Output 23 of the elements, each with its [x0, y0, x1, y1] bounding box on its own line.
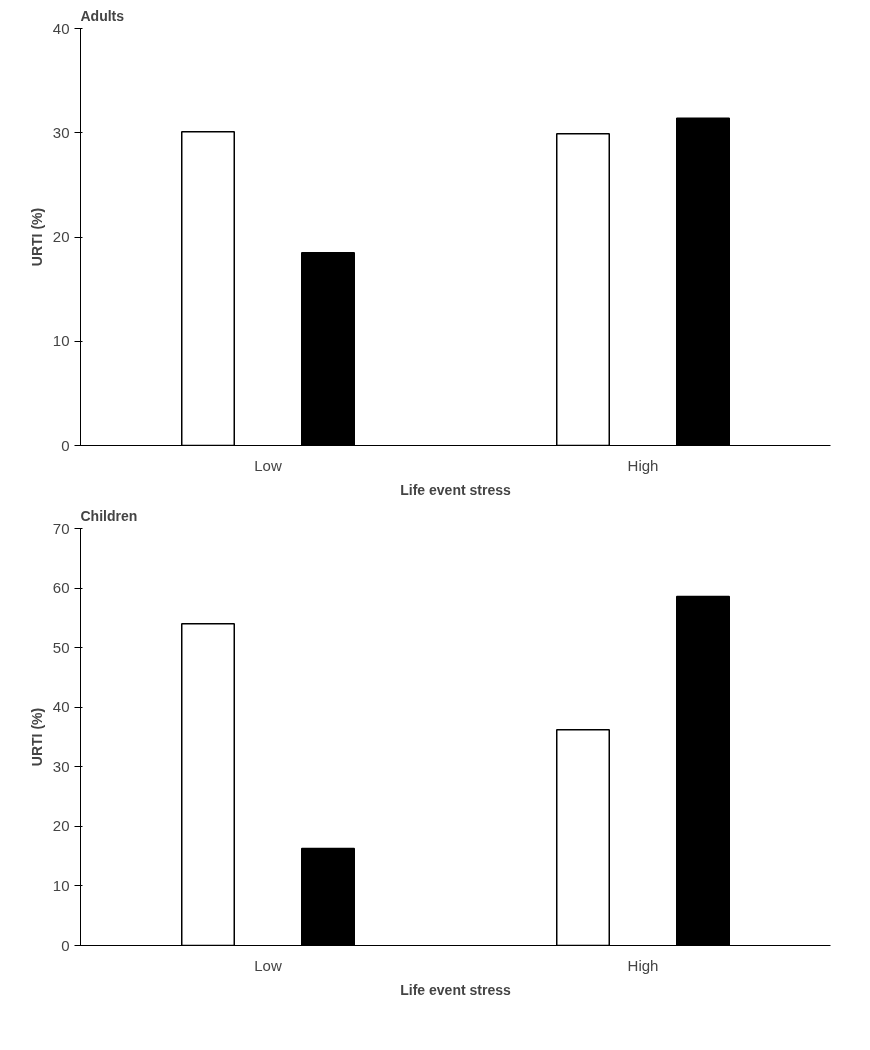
- y-tick-label: 0: [61, 936, 70, 954]
- y-axis-title: URTI (%): [28, 707, 45, 767]
- x-axis-title: Life event stress: [400, 481, 511, 498]
- x-tick-label: High: [627, 956, 659, 974]
- y-tick-label: 40: [52, 698, 70, 716]
- y-tick-label: 70: [52, 519, 70, 537]
- x-tick-label: Low: [254, 456, 282, 474]
- y-tick-label: 30: [52, 757, 70, 775]
- y-tick-label: 10: [52, 332, 70, 350]
- y-tick-label: 10: [52, 876, 70, 894]
- chart-title: Children: [80, 507, 138, 524]
- chart-title: Adults: [80, 7, 125, 24]
- y-tick-label: 0: [61, 436, 70, 454]
- x-tick-label: Low: [254, 956, 282, 974]
- y-tick-label: 20: [52, 817, 70, 835]
- y-tick-label: 40: [52, 19, 70, 37]
- y-tick-label: 30: [52, 123, 70, 141]
- x-tick-label: High: [627, 456, 659, 474]
- y-tick-label: 20: [52, 228, 70, 245]
- x-axis-title: Life event stress: [400, 981, 511, 998]
- y-axis-title: URTI (%): [28, 207, 45, 267]
- y-tick-label: 50: [52, 638, 70, 656]
- y-tick-label: 60: [52, 579, 70, 597]
